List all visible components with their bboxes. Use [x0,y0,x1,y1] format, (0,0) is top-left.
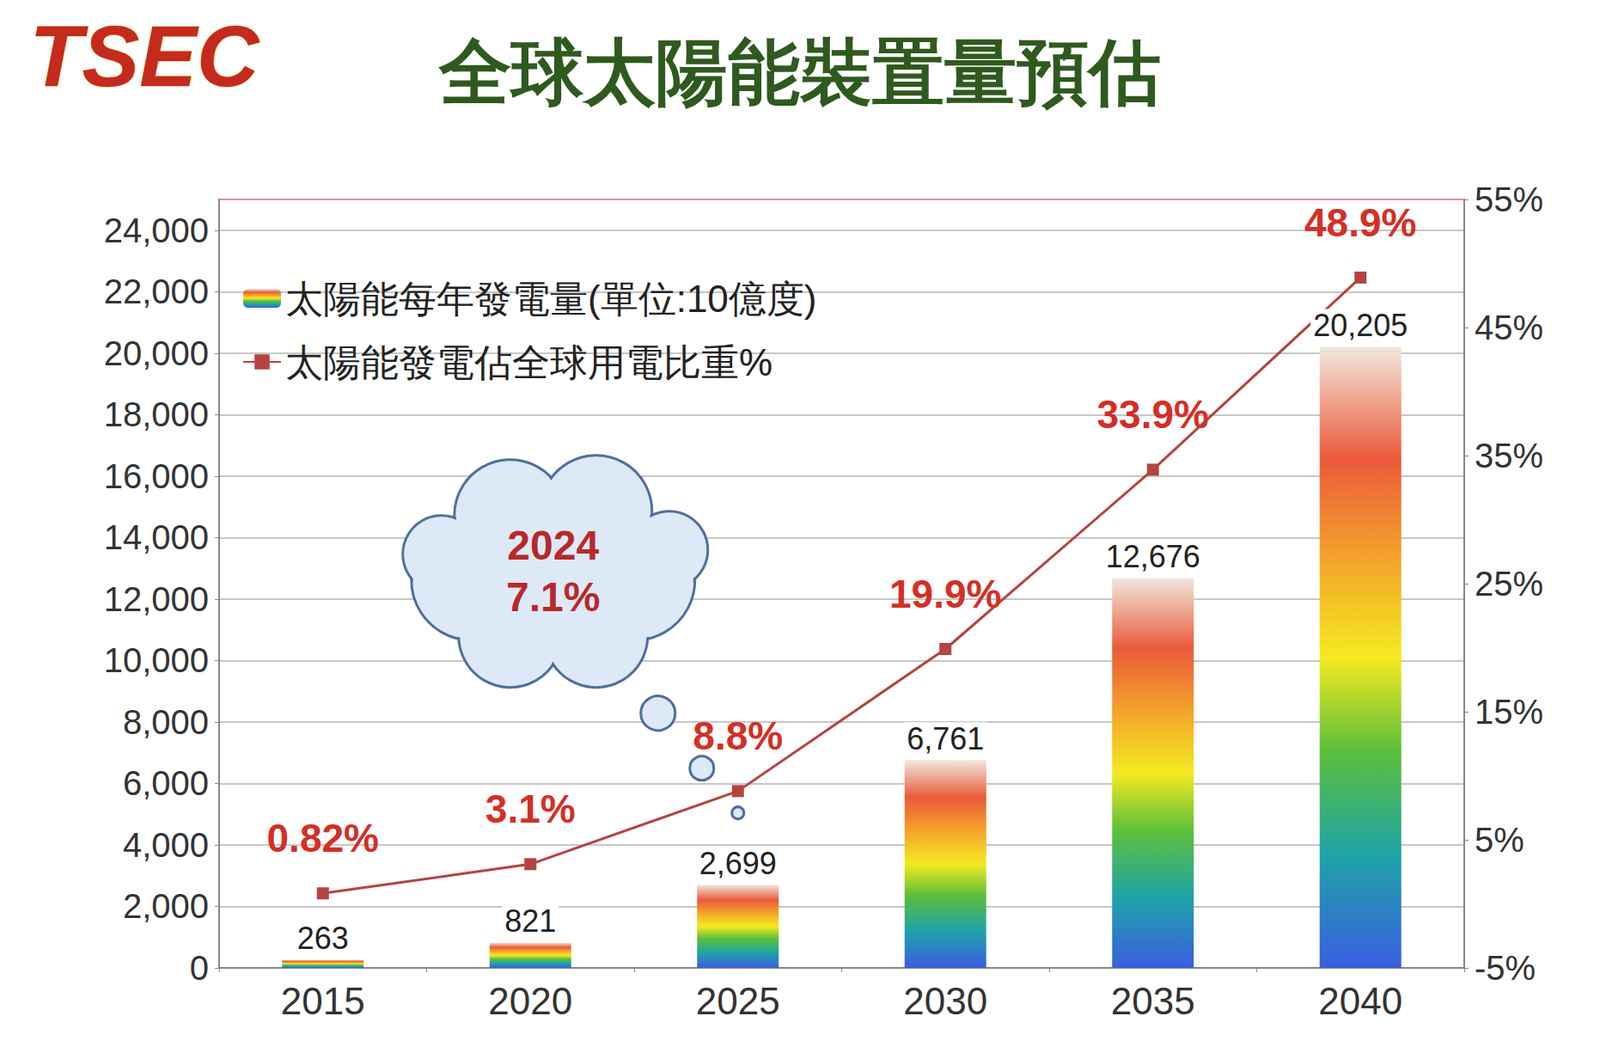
svg-text:14,000: 14,000 [103,518,209,556]
svg-text:0: 0 [189,948,209,987]
svg-text:2,000: 2,000 [122,886,209,925]
svg-text:5%: 5% [1474,820,1525,859]
svg-text:24,000: 24,000 [103,211,209,250]
svg-text:2040: 2040 [1318,979,1403,1022]
svg-text:45%: 45% [1474,308,1544,347]
svg-text:2,699: 2,699 [699,845,777,881]
svg-text:2025: 2025 [696,979,781,1022]
svg-text:19.9%: 19.9% [889,571,1002,617]
svg-text:10,000: 10,000 [103,641,209,679]
svg-text:太陽能每年發電量(單位:10億度): 太陽能每年發電量(單位:10億度) [285,277,817,320]
svg-text:8,000: 8,000 [122,702,209,741]
svg-text:2015: 2015 [280,979,366,1022]
svg-text:20,000: 20,000 [103,334,209,373]
svg-text:18,000: 18,000 [103,395,209,434]
svg-text:263: 263 [297,920,349,956]
svg-text:6,000: 6,000 [122,763,209,802]
svg-text:48.9%: 48.9% [1304,200,1417,245]
svg-text:7.1%: 7.1% [506,574,600,620]
svg-text:0.82%: 0.82% [267,815,379,861]
svg-text:2024: 2024 [506,522,599,568]
svg-text:全球太陽能裝置量預估: 全球太陽能裝置量預估 [437,29,1161,115]
svg-text:4,000: 4,000 [122,825,209,864]
svg-text:2030: 2030 [903,979,988,1022]
svg-text:3.1%: 3.1% [485,786,576,831]
svg-text:太陽能發電佔全球用電比重%: 太陽能發電佔全球用電比重% [285,341,773,384]
svg-text:55%: 55% [1474,180,1544,219]
svg-text:8.8%: 8.8% [692,713,783,758]
svg-text:2020: 2020 [488,979,573,1022]
svg-text:12,676: 12,676 [1105,538,1201,575]
svg-text:12,000: 12,000 [103,580,209,618]
svg-text:-5%: -5% [1474,948,1536,987]
svg-text:821: 821 [504,903,556,939]
svg-text:20,205: 20,205 [1312,307,1408,343]
svg-text:15%: 15% [1474,692,1544,731]
svg-text:2035: 2035 [1111,979,1196,1022]
svg-text:6,761: 6,761 [906,720,984,757]
svg-text:TSEC: TSEC [30,7,261,104]
svg-text:33.9%: 33.9% [1097,391,1210,437]
svg-text:35%: 35% [1474,436,1544,475]
svg-text:16,000: 16,000 [103,457,209,495]
svg-text:25%: 25% [1474,564,1544,603]
svg-text:22,000: 22,000 [103,272,209,311]
